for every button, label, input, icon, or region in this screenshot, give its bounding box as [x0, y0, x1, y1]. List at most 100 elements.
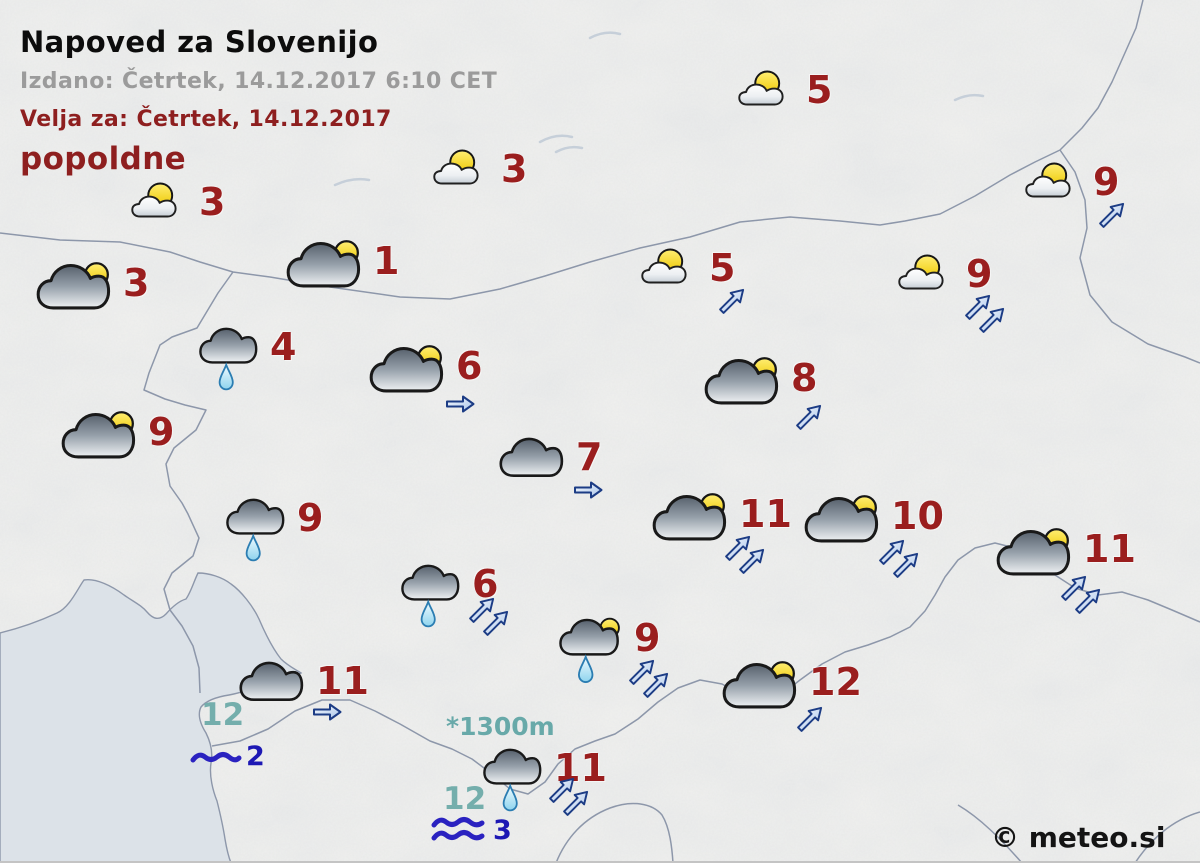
wind-arrow-ne-double	[546, 776, 592, 824]
wave-marker-trieste: 2	[190, 743, 265, 770]
temperature-label: 6	[456, 344, 483, 388]
double-wave-icon	[431, 817, 485, 841]
ridge-marks	[333, 31, 985, 187]
partly-cloudy-icon	[651, 492, 727, 545]
temperature-label: 6	[472, 562, 499, 606]
weather-station: 3	[130, 180, 225, 221]
altitude-note-1300m: *1300m	[446, 712, 555, 741]
forecast-period: popoldne	[20, 141, 187, 177]
mostly-sunny-icon	[130, 180, 187, 220]
mostly-sunny-icon	[897, 252, 954, 292]
temperature-label: 9	[634, 616, 661, 660]
wind-arrow-ne-double	[626, 658, 672, 706]
partly-cloudy-icon	[803, 494, 879, 547]
arrow-ne-icon	[629, 659, 669, 698]
wind-arrow-ne	[793, 402, 824, 437]
wind-arrow-ne-double	[466, 596, 512, 644]
wind-arrow-ne-double	[876, 538, 922, 586]
partly-cloudy-icon	[368, 344, 444, 397]
arrow-ne-icon	[719, 288, 745, 314]
sea-temperature-trieste: 12	[201, 697, 245, 733]
arrow-ne-icon	[549, 777, 589, 816]
wind-arrow-ne-double	[962, 293, 1008, 341]
arrow-ne-icon	[965, 294, 1005, 333]
wave-marker-istria: 3	[431, 815, 512, 845]
weather-station: 5	[737, 68, 832, 109]
adriatic-sea	[0, 572, 303, 863]
arrow-e-icon	[574, 481, 603, 499]
mostly-sunny-icon	[737, 68, 794, 108]
weather-station: 6	[368, 344, 482, 397]
rain-icon	[225, 496, 285, 572]
temperature-label: 9	[148, 410, 175, 454]
wind-arrow-e	[572, 479, 604, 505]
arrow-e-icon	[446, 395, 475, 413]
partly-cloudy-icon	[721, 660, 797, 713]
weather-station: 8	[703, 356, 817, 409]
weather-station: 9	[558, 616, 660, 694]
temperature-label: 11	[316, 659, 369, 703]
weather-station: 9	[60, 410, 174, 463]
temperature-label: 1	[373, 239, 400, 283]
valid-for-date: Velja za: Četrtek, 14.12.2017	[20, 107, 392, 132]
rain-icon	[400, 562, 460, 638]
partly-cloudy-icon	[995, 527, 1071, 580]
cloudy-icon	[238, 659, 304, 705]
wind-arrow-ne-double	[1058, 574, 1104, 622]
temperature-label: 3	[199, 180, 226, 224]
arrow-ne-icon	[725, 535, 765, 574]
mostly-sunny-icon	[640, 246, 697, 286]
wind-arrow-ne-double	[722, 534, 768, 582]
weather-station: 7	[498, 435, 602, 481]
wind-arrow-ne	[716, 286, 747, 321]
rain-icon	[482, 746, 542, 822]
temperature-label: 9	[1093, 160, 1120, 204]
mostly-sunny-icon	[432, 147, 489, 187]
page-title: Napoved za Slovenijo	[20, 25, 379, 59]
temperature-label: 9	[297, 496, 324, 540]
weather-station: 11	[238, 659, 369, 705]
temperature-label: 7	[576, 435, 603, 479]
cloudy-icon	[498, 435, 564, 481]
weather-station: 9	[1024, 160, 1119, 201]
arrow-ne-icon	[796, 404, 822, 430]
partly-cloudy-icon	[35, 261, 111, 314]
weather-station: 1	[285, 239, 399, 292]
arrow-e-icon	[313, 703, 342, 721]
weather-station: 9	[897, 252, 992, 293]
temperature-label: 5	[806, 68, 833, 112]
copyright-attribution: © meteo.si	[991, 821, 1166, 854]
weather-station: 6	[400, 562, 498, 638]
rain-icon	[198, 325, 258, 401]
arrow-ne-icon	[1061, 575, 1101, 614]
temperature-label: 5	[709, 246, 736, 290]
arrow-ne-icon	[469, 597, 509, 636]
weather-station: 3	[432, 147, 527, 188]
temperature-label: 12	[809, 660, 862, 704]
wave-height-label: 3	[493, 814, 512, 846]
temperature-label: 3	[501, 147, 528, 191]
temperature-label: 3	[123, 261, 150, 305]
arrow-ne-icon	[879, 539, 919, 578]
temperature-label: 11	[1083, 527, 1136, 571]
temperature-label: 8	[791, 356, 818, 400]
partly-cloudy-icon	[703, 356, 779, 409]
arrow-ne-icon	[797, 706, 823, 732]
partly-cloudy-icon	[60, 410, 136, 463]
weather-station: 11	[651, 492, 792, 545]
temperature-label: 9	[966, 252, 993, 296]
wave-icon	[190, 751, 242, 762]
wind-arrow-e	[311, 701, 343, 727]
weather-station: 9	[225, 496, 323, 572]
weather-station: 5	[640, 246, 735, 287]
partly-cloudy-icon	[285, 239, 361, 292]
weather-station: 11	[995, 527, 1136, 580]
arrow-ne-icon	[1099, 202, 1125, 228]
weather-station: 12	[721, 660, 862, 713]
wave-height-label: 2	[246, 741, 265, 772]
wind-arrow-ne	[1096, 200, 1127, 235]
wind-arrow-e	[444, 393, 476, 419]
temperature-label: 10	[891, 494, 944, 538]
